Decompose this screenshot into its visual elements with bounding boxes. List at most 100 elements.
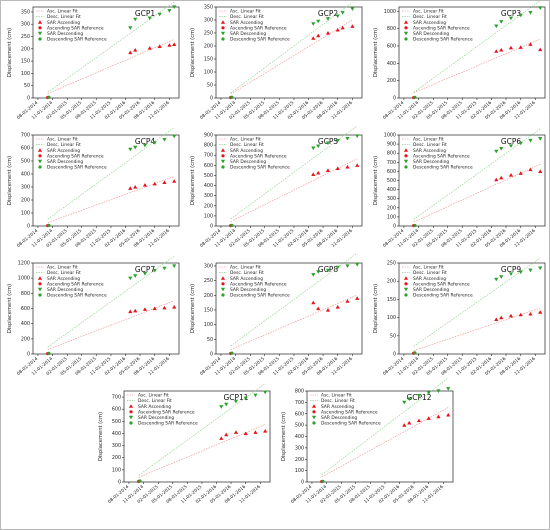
desc-data-point xyxy=(316,144,321,149)
legend-label: Asc. Linear Fit xyxy=(47,9,78,15)
desc-reference-point xyxy=(47,95,51,99)
asc-data-point xyxy=(446,412,451,417)
chart-title: GCP4 xyxy=(135,137,156,146)
desc-linear-fit-line xyxy=(230,252,358,347)
chart-panel-gcp1: 0 50 100 150 200 250 300 350 08-01-2014 11-01-201… xyxy=(3,1,183,128)
legend-dot-marker xyxy=(312,421,316,425)
asc-data-point xyxy=(518,312,523,317)
y-tick-label: 50 xyxy=(24,83,30,89)
legend-tri-down-marker xyxy=(220,287,226,292)
asc-data-point xyxy=(128,50,133,55)
legend-label: Asc. Linear Fit xyxy=(47,137,78,143)
desc-reference-point xyxy=(47,351,51,355)
asc-data-point xyxy=(172,304,177,309)
legend-label: SAR Ascending xyxy=(230,20,263,26)
legend-dot-marker xyxy=(404,282,408,286)
y-tick-label: 600 xyxy=(112,407,121,413)
y-tick-label: 400 xyxy=(387,61,396,67)
legend-label: SAR Descending xyxy=(413,159,449,165)
y-tick-label: 500 xyxy=(112,419,121,425)
desc-data-point xyxy=(528,268,533,273)
y-tick-label: 0 xyxy=(27,96,30,102)
y-tick-label: 600 xyxy=(204,163,213,169)
chart-panel-gcp8: 0 50 100 150 200 250 300 08-01-2014 11-01-2014 02… xyxy=(186,252,366,384)
legend-tri-down-marker xyxy=(403,31,409,36)
desc-data-point xyxy=(528,138,533,143)
legend-label: SAR Ascending xyxy=(138,404,171,410)
y-tick-label: 0 xyxy=(27,352,30,358)
desc-reference-point xyxy=(47,223,51,227)
asc-data-point xyxy=(355,163,360,167)
legend-dot-marker xyxy=(404,165,408,169)
y-tick-label: 1000 xyxy=(18,276,30,282)
legend-label: Asc. Linear Fit xyxy=(138,393,169,399)
asc-linear-fit-line xyxy=(230,294,358,350)
legend-label: Desc. Linear Fit xyxy=(413,14,447,20)
legend-label: SAR Descending xyxy=(47,159,83,165)
asc-data-point xyxy=(157,44,162,48)
y-axis-label: Displacement (cm) xyxy=(7,28,13,77)
legend-dot-marker xyxy=(129,421,133,425)
legend-tri-up-marker xyxy=(37,276,43,280)
asc-data-point xyxy=(528,311,533,316)
y-tick-label: 300 xyxy=(387,196,396,202)
plot-frame xyxy=(32,6,180,99)
desc-data-point xyxy=(311,273,316,277)
desc-data-point xyxy=(499,147,504,151)
y-tick-label: 800 xyxy=(387,26,396,32)
legend-label: Desc. Linear Fit xyxy=(47,142,81,148)
y-tick-label: 350 xyxy=(21,9,30,15)
legend-label: Asc. Linear Fit xyxy=(230,137,261,143)
asc-data-point xyxy=(518,45,523,49)
asc-data-point xyxy=(243,431,248,436)
chart-panel-gcp2: 0 50 100 150 200 250 300 350 08-01-2014 11-01-201… xyxy=(186,2,366,128)
legend-label: Asc. Linear Fit xyxy=(413,9,444,15)
legend-label: Descending SAR Reference xyxy=(230,37,290,43)
asc-data-point xyxy=(263,429,268,433)
legend-label: Ascending SAR Reference xyxy=(230,281,287,287)
legend-label: SAR Descending xyxy=(321,415,357,421)
asc-data-point xyxy=(167,43,172,47)
asc-data-point xyxy=(152,306,157,311)
desc-reference-point xyxy=(413,223,417,228)
legend-label: SAR Ascending xyxy=(47,276,80,282)
desc-data-point xyxy=(518,13,523,18)
y-tick-label: 300 xyxy=(204,193,213,199)
desc-reference-point xyxy=(413,95,417,99)
asc-data-point xyxy=(133,48,138,52)
chart-svg: 010020030040050060070008-01-201411-01-20… xyxy=(98,383,271,505)
desc-data-point xyxy=(499,275,504,279)
legend-tri-up-marker xyxy=(220,276,226,280)
y-tick-label: 50 xyxy=(390,333,396,339)
legend-dot-marker xyxy=(38,165,42,169)
desc-reference-point xyxy=(321,479,325,483)
y-tick-label: 100 xyxy=(387,214,396,220)
legend-dot-marker xyxy=(404,37,408,41)
legend-tri-up-marker xyxy=(403,148,409,152)
y-tick-label: 600 xyxy=(21,306,30,312)
asc-data-point xyxy=(345,299,350,303)
legend-dot-marker xyxy=(221,165,225,169)
legend-tri-up-marker xyxy=(403,276,409,280)
y-tick-label: 200 xyxy=(387,205,396,211)
asc-data-point xyxy=(133,185,138,189)
chart-panel-gcp3: 0 200 400 600 800 1000 08-01-2014 11-01-2014 02-… xyxy=(369,0,549,128)
y-tick-label: 0 xyxy=(210,352,213,358)
legend-tri-up-marker xyxy=(220,20,226,24)
y-tick-label: 500 xyxy=(204,173,213,179)
asc-data-point xyxy=(494,317,499,322)
y-tick-label: 300 xyxy=(204,263,213,269)
y-tick-label: 0 xyxy=(210,96,213,102)
plot-frame xyxy=(398,6,546,99)
y-tick-label: 50 xyxy=(207,337,213,343)
desc-data-point xyxy=(345,136,350,141)
y-tick-label: 600 xyxy=(295,411,304,417)
legend-label: Asc. Linear Fit xyxy=(321,393,352,399)
desc-data-point xyxy=(335,138,340,143)
y-tick-label: 100 xyxy=(21,71,30,77)
